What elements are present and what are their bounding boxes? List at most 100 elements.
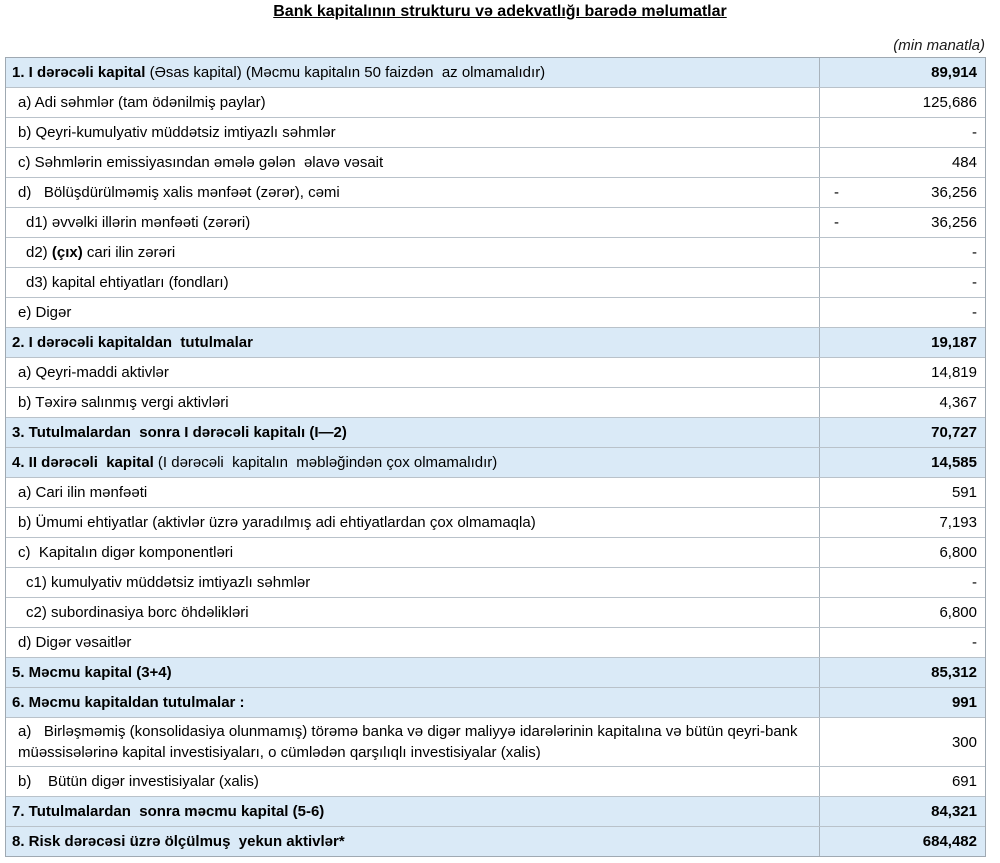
table-row: b) Bütün digər investisiyalar (xalis) 69… bbox=[6, 767, 985, 797]
label-segment: 5. Məcmu kapital (3+4) bbox=[12, 663, 172, 681]
row-label: a) Cari ilin mənfəəti bbox=[6, 478, 820, 507]
row-amount: 6,800 bbox=[939, 544, 977, 561]
row-value: 84,321 bbox=[820, 797, 985, 826]
label-segment: e) Digər bbox=[18, 303, 72, 321]
row-amount: 4,367 bbox=[939, 394, 977, 411]
table-row: a) Birləşməmiş (konsolidasiya olunmamış)… bbox=[6, 718, 985, 767]
label-segment: c) Kapitalın digər komponentləri bbox=[18, 543, 234, 561]
row-value: - 36,256 bbox=[820, 178, 985, 207]
row-value: 89,914 bbox=[820, 58, 985, 87]
label-segment: 4. II dərəcəli kapital bbox=[12, 453, 158, 471]
label-segment: a) Birləşməmiş (konsolidasiya olunmamış)… bbox=[18, 723, 802, 761]
table-row: b) Qeyri-kumulyativ müddətsiz imtiyazlı … bbox=[6, 118, 985, 148]
label-segment: (çıx) bbox=[51, 243, 83, 261]
row-value: - bbox=[820, 238, 985, 267]
row-amount: 70,727 bbox=[931, 424, 977, 441]
table-row: c) Səhmlərin emissiyasından əmələ gələn … bbox=[6, 148, 985, 178]
row-label: b) Ümumi ehtiyatlar (aktivlər üzrə yarad… bbox=[6, 508, 820, 537]
row-value: - bbox=[820, 628, 985, 657]
row-value: 125,686 bbox=[820, 88, 985, 117]
row-amount: 300 bbox=[951, 733, 977, 751]
row-amount: - bbox=[972, 274, 977, 291]
row-amount: - bbox=[972, 634, 977, 651]
label-segment: b) Qeyri-kumulyativ müddətsiz imtiyazlı … bbox=[18, 123, 336, 141]
table-row: d) Digər vəsaitlər - bbox=[6, 628, 985, 658]
table-row: d) Bölüşdürülməmiş xalis mənfəət (zərər)… bbox=[6, 178, 985, 208]
row-value: 85,312 bbox=[820, 658, 985, 687]
label-segment: b) Təxirə salınmış vergi aktivləri bbox=[18, 393, 229, 411]
row-value: 6,800 bbox=[820, 538, 985, 567]
negative-sign: - bbox=[834, 214, 839, 231]
row-label: d) Bölüşdürülməmiş xalis mənfəət (zərər)… bbox=[6, 178, 820, 207]
row-label: d3) kapital ehtiyatları (fondları) bbox=[6, 268, 820, 297]
label-segment: 3. Tutulmalardan sonra I dərəcəli kapita… bbox=[12, 423, 347, 441]
label-segment: c1) kumulyativ müddətsiz imtiyazlı səhml… bbox=[26, 573, 311, 591]
row-value: 300 bbox=[820, 718, 985, 766]
row-label: 3. Tutulmalardan sonra I dərəcəli kapita… bbox=[6, 418, 820, 447]
row-label: b) Bütün digər investisiyalar (xalis) bbox=[6, 767, 820, 796]
row-label: c1) kumulyativ müddətsiz imtiyazlı səhml… bbox=[6, 568, 820, 597]
row-amount: 591 bbox=[951, 484, 977, 501]
table-row: d1) əvvəlki illərin mənfəəti (zərəri) - … bbox=[6, 208, 985, 238]
row-amount: 14,585 bbox=[931, 454, 977, 471]
label-segment: 7. Tutulmalardan sonra məcmu kapital (5-… bbox=[12, 802, 325, 820]
label-segment: a) Cari ilin mənfəəti bbox=[18, 483, 148, 501]
label-segment: b) Ümumi ehtiyatlar (aktivlər üzrə yarad… bbox=[18, 513, 536, 531]
table-row: 4. II dərəcəli kapital (I dərəcəli kapit… bbox=[6, 448, 985, 478]
label-segment: d2) bbox=[26, 243, 52, 261]
label-segment: 1. I dərəcəli kapital bbox=[12, 63, 150, 81]
row-value: - 36,256 bbox=[820, 208, 985, 237]
table-row: 7. Tutulmalardan sonra məcmu kapital (5-… bbox=[6, 797, 985, 827]
row-value: 4,367 bbox=[820, 388, 985, 417]
row-value: - bbox=[820, 568, 985, 597]
label-segment: 8. Risk dərəcəsi üzrə ölçülmuş yekun akt… bbox=[12, 832, 345, 850]
row-value: - bbox=[820, 298, 985, 327]
table-row: c1) kumulyativ müddətsiz imtiyazlı səhml… bbox=[6, 568, 985, 598]
row-amount: 85,312 bbox=[931, 664, 977, 681]
row-amount: - bbox=[972, 124, 977, 141]
label-segment: a) Adi səhmlər (tam ödənilmiş paylar) bbox=[18, 93, 266, 111]
row-value: 484 bbox=[820, 148, 985, 177]
table-row: a) Adi səhmlər (tam ödənilmiş paylar) 12… bbox=[6, 88, 985, 118]
label-segment: 6. Məcmu kapitaldan tutulmalar : bbox=[12, 693, 245, 711]
row-value: 591 bbox=[820, 478, 985, 507]
row-amount: 14,819 bbox=[931, 364, 977, 381]
row-amount: 125,686 bbox=[922, 94, 977, 111]
row-label: c) Səhmlərin emissiyasından əmələ gələn … bbox=[6, 148, 820, 177]
row-value: 6,800 bbox=[820, 598, 985, 627]
table-row: b) Təxirə salınmış vergi aktivləri 4,367 bbox=[6, 388, 985, 418]
row-label: e) Digər bbox=[6, 298, 820, 327]
table-row: d2) (çıx) cari ilin zərəri - bbox=[6, 238, 985, 268]
table-row: 3. Tutulmalardan sonra I dərəcəli kapita… bbox=[6, 418, 985, 448]
row-value: 7,193 bbox=[820, 508, 985, 537]
row-label: a) Birləşməmiş (konsolidasiya olunmamış)… bbox=[6, 718, 820, 766]
row-amount: - bbox=[972, 244, 977, 261]
row-label: 7. Tutulmalardan sonra məcmu kapital (5-… bbox=[6, 797, 820, 826]
table-row: b) Ümumi ehtiyatlar (aktivlər üzrə yarad… bbox=[6, 508, 985, 538]
row-label: a) Adi səhmlər (tam ödənilmiş paylar) bbox=[6, 88, 820, 117]
row-amount: 6,800 bbox=[939, 604, 977, 621]
row-value: 691 bbox=[820, 767, 985, 796]
row-amount: 19,187 bbox=[931, 334, 977, 351]
row-amount: 84,321 bbox=[931, 803, 977, 820]
row-value: 991 bbox=[820, 688, 985, 717]
row-value: 14,819 bbox=[820, 358, 985, 387]
table-row: a) Qeyri-maddi aktivlər 14,819 bbox=[6, 358, 985, 388]
row-amount: 89,914 bbox=[931, 64, 977, 81]
row-amount: 7,193 bbox=[939, 514, 977, 531]
table-row: a) Cari ilin mənfəəti 591 bbox=[6, 478, 985, 508]
label-segment: d1) əvvəlki illərin mənfəəti (zərəri) bbox=[26, 213, 251, 231]
row-label: 4. II dərəcəli kapital (I dərəcəli kapit… bbox=[6, 448, 820, 477]
page-title: Bank kapitalının strukturu və adekvatlığ… bbox=[273, 3, 727, 20]
label-segment: d3) kapital ehtiyatları (fondları) bbox=[26, 273, 229, 291]
label-segment: d) Bölüşdürülməmiş xalis mənfəət (zərər)… bbox=[18, 183, 340, 201]
table-row: c) Kapitalın digər komponentləri 6,800 bbox=[6, 538, 985, 568]
table-row: e) Digər - bbox=[6, 298, 985, 328]
row-amount: - bbox=[972, 304, 977, 321]
label-segment: 2. I dərəcəli kapitaldan tutulmalar bbox=[12, 333, 253, 351]
row-label: 1. I dərəcəli kapital (Əsas kapital) (Mə… bbox=[6, 58, 820, 87]
row-value: 70,727 bbox=[820, 418, 985, 447]
table-row: 6. Məcmu kapitaldan tutulmalar : 991 bbox=[6, 688, 985, 718]
row-label: d) Digər vəsaitlər bbox=[6, 628, 820, 657]
row-amount: 36,256 bbox=[931, 214, 977, 231]
